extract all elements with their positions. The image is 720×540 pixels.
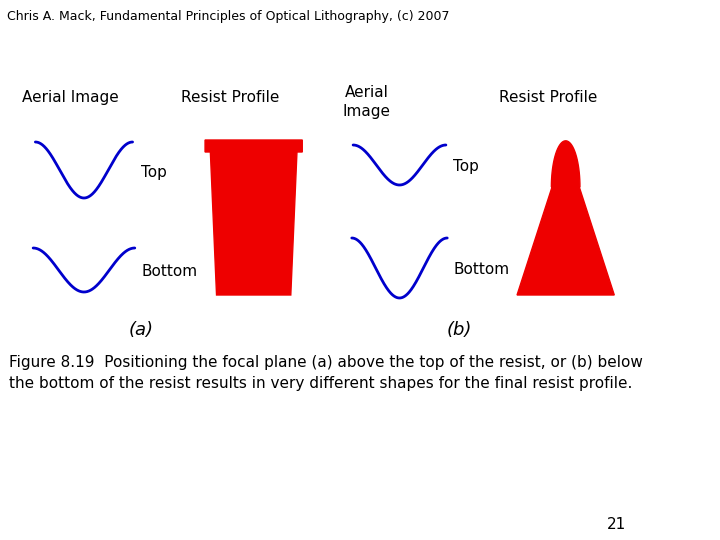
Text: Top: Top [454, 159, 480, 174]
Text: Aerial Image: Aerial Image [22, 90, 119, 105]
Text: (a): (a) [129, 321, 154, 339]
Text: Chris A. Mack, Fundamental Principles of Optical Lithography, (c) 2007: Chris A. Mack, Fundamental Principles of… [7, 10, 449, 23]
Text: 21: 21 [606, 517, 626, 532]
Text: Top: Top [141, 165, 167, 179]
Polygon shape [205, 140, 302, 295]
Text: Bottom: Bottom [141, 265, 197, 280]
Text: Resist Profile: Resist Profile [500, 90, 598, 105]
Text: (b): (b) [447, 321, 472, 339]
Polygon shape [517, 141, 614, 295]
Text: Aerial
Image: Aerial Image [343, 85, 391, 119]
Text: Resist Profile: Resist Profile [181, 90, 279, 105]
Text: Figure 8.19  Positioning the focal plane (a) above the top of the resist, or (b): Figure 8.19 Positioning the focal plane … [9, 355, 643, 391]
Text: Bottom: Bottom [454, 262, 510, 278]
